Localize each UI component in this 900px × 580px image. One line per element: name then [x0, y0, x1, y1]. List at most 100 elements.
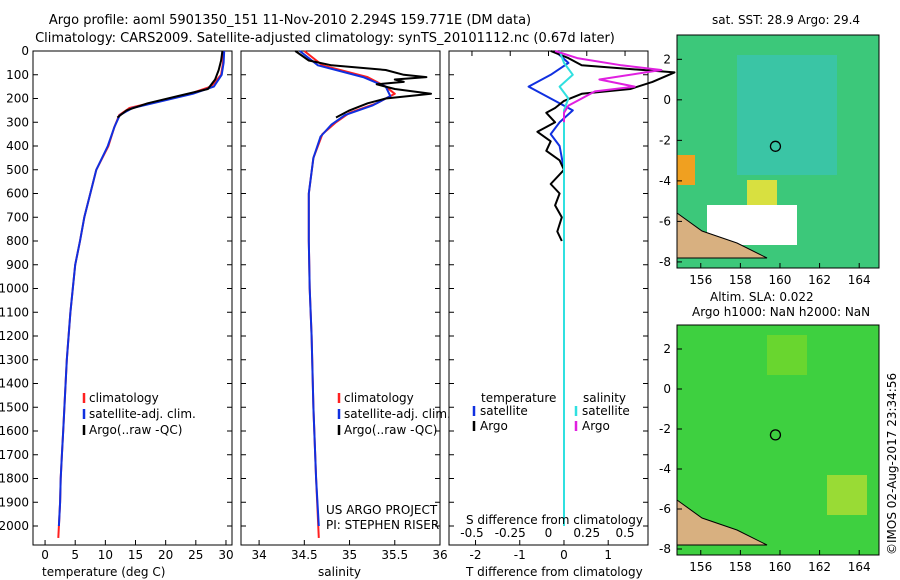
project-credit: US ARGO PROJECT: [326, 503, 438, 517]
argo-location-marker: [769, 429, 782, 441]
x-tick-label: 25: [188, 548, 203, 562]
series-line: [299, 50, 392, 527]
sla-map-title: Altim. SLA: 0.022: [710, 290, 814, 304]
x-tick-label: 164: [848, 273, 871, 287]
x-tick-label: -1: [514, 548, 526, 562]
x-tick-label: 35.5: [381, 548, 408, 562]
x-tick-label: 162: [808, 273, 831, 287]
y-tick-label: 1200: [0, 329, 29, 343]
y-tick-label: -8: [659, 255, 671, 269]
y-tick-label: 700: [6, 210, 29, 224]
y-tick-label: 500: [6, 163, 29, 177]
y-tick-label: -6: [659, 502, 671, 516]
x-tick-label: 34.5: [291, 548, 318, 562]
legend-label: Argo(..raw -QC): [344, 423, 437, 437]
y-tick-label: 200: [6, 92, 29, 106]
x-tick-label: 35: [342, 548, 357, 562]
legend-label: satellite: [582, 404, 630, 418]
series-line: [554, 50, 663, 123]
y-tick-label: 2: [663, 52, 671, 66]
series-line: [536, 50, 676, 242]
y-tick-label: -6: [659, 214, 671, 228]
y-tick-label: 800: [6, 234, 29, 248]
legend-title: salinity: [583, 391, 626, 405]
map-patch: [827, 475, 867, 515]
series-line: [116, 50, 224, 119]
salinity-xlabel: salinity: [318, 565, 361, 579]
map-patch: [677, 155, 695, 185]
y-tick-label: 0: [663, 93, 671, 107]
y-tick-label: 900: [6, 258, 29, 272]
x-tick-label: 160: [769, 560, 792, 574]
sst-map-panel: 156 158 160 162 164 2 0 -2 -4 -6 -8: [659, 34, 880, 287]
plot-frame: [240, 50, 441, 546]
y-tick-label: 600: [6, 187, 29, 201]
sla-map-title2: Argo h1000: NaN h2000: NaN: [692, 305, 870, 319]
x2-tick-label: 0.25: [573, 526, 600, 540]
y-tick-label: -4: [659, 462, 671, 476]
series-line: [527, 50, 574, 526]
y-tick-label: -4: [659, 174, 671, 188]
sdiff-xlabel: S difference from climatology: [466, 513, 643, 527]
series-line: [294, 50, 432, 119]
x-tick-label: 156: [689, 273, 712, 287]
y-tick-label: 0: [21, 44, 29, 58]
map-patch: [767, 335, 807, 375]
legend-label: Argo: [582, 419, 610, 433]
y-tick-label: 1600: [0, 424, 29, 438]
legend-label: satellite-adj. clim.: [344, 407, 451, 421]
figure-title-line2: Climatology: CARS2009. Satellite-adjuste…: [35, 31, 615, 46]
legend-label: Argo(..raw -QC): [89, 423, 182, 437]
tdiff-xlabel: T difference from climatology: [465, 565, 643, 579]
x-tick-label: 15: [128, 548, 143, 562]
legend-label: climatology: [89, 391, 159, 405]
y-tick-label: 1300: [0, 353, 29, 367]
y-tick-label: 2: [663, 342, 671, 356]
legend-label: climatology: [344, 391, 414, 405]
x-tick-label: 20: [158, 548, 173, 562]
temperature-xlabel: temperature (deg C): [42, 565, 165, 579]
y-tick-label: -2: [659, 422, 671, 436]
x-tick-label: 158: [729, 273, 752, 287]
temperature-profile-panel: 0100200300400500600700800900100011001200…: [0, 44, 234, 562]
y-tick-label: 400: [6, 139, 29, 153]
y-tick-label: 1500: [0, 400, 29, 414]
x-tick-label: 34: [251, 548, 266, 562]
x-tick-label: 5: [71, 548, 79, 562]
legend-label: Argo: [480, 419, 508, 433]
y-tick-label: 1900: [0, 495, 29, 509]
x2-tick-label: 0.5: [615, 526, 634, 540]
x-tick-label: 164: [848, 560, 871, 574]
legend-title: temperature: [481, 391, 556, 405]
y-tick-label: 1800: [0, 472, 29, 486]
y-tick-label: 2000: [0, 519, 29, 533]
map-warm-pool: [737, 55, 837, 175]
y-tick-label: 100: [6, 68, 29, 82]
x-tick-label: 158: [729, 560, 752, 574]
series-line: [303, 50, 396, 538]
y-tick-label: 1000: [0, 282, 29, 296]
figure-title-line1: Argo profile: aoml 5901350_151 11-Nov-20…: [49, 13, 531, 28]
map-frame: [676, 34, 880, 269]
map-frame: [676, 324, 880, 556]
x2-tick-label: -0.25: [495, 526, 526, 540]
salinity-profile-panel: 34 34.5 35 35.5 36 climatology satellite-adj. …: [240, 50, 451, 562]
x-tick-label: 30: [218, 548, 233, 562]
y-tick-label: 300: [6, 115, 29, 129]
series-line: [57, 50, 225, 538]
x-tick-label: -2: [470, 548, 482, 562]
plot-frame: [32, 50, 233, 546]
legend-label: satellite-adj. clim.: [89, 407, 196, 421]
y-tick-label: -2: [659, 133, 671, 147]
x-tick-label: 36: [432, 548, 447, 562]
x2-tick-label: -0.5: [460, 526, 483, 540]
series-line: [57, 50, 226, 527]
x-tick-label: 156: [689, 560, 712, 574]
sst-map-title: sat. SST: 28.9 Argo: 29.4: [712, 13, 860, 27]
series-line: [558, 50, 574, 526]
x-tick-label: 10: [98, 548, 113, 562]
legend-label: satellite: [480, 404, 528, 418]
y-tick-label: 0: [663, 382, 671, 396]
y-tick-label: -8: [659, 542, 671, 556]
